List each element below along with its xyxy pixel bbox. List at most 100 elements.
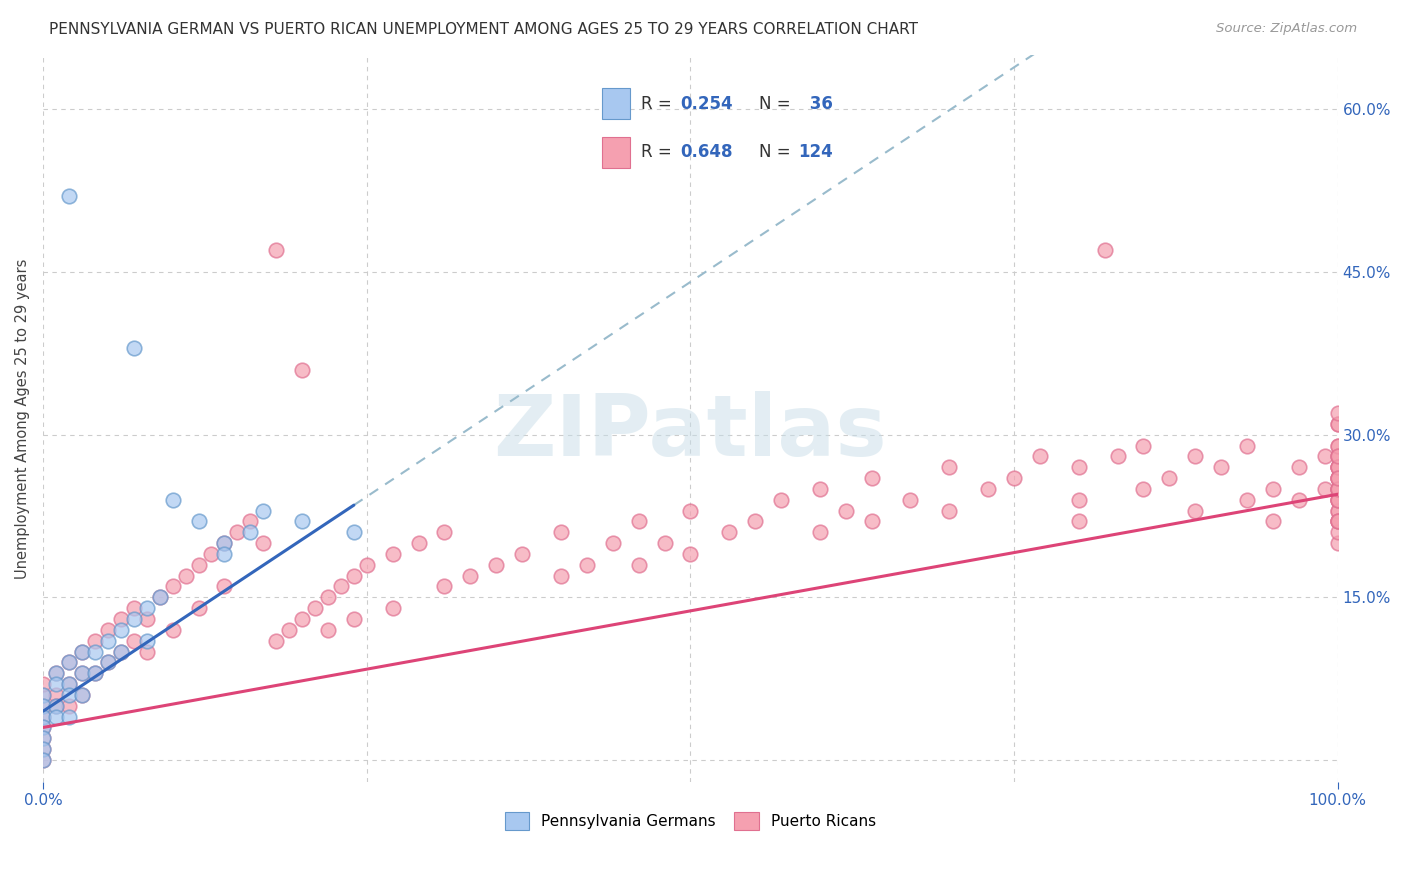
Point: [1326, 471, 1348, 485]
Point: [97, 623, 120, 637]
Point: [187, 515, 209, 529]
Point: [1326, 515, 1348, 529]
Point: [1211, 460, 1233, 475]
Point: [110, 644, 132, 658]
Point: [860, 471, 883, 485]
Point: [938, 460, 960, 475]
Point: [1029, 450, 1052, 464]
Point: [485, 558, 508, 572]
Point: [58, 709, 80, 723]
Point: [32, 698, 55, 713]
Point: [32, 721, 55, 735]
Point: [58, 656, 80, 670]
Point: [1326, 492, 1348, 507]
Point: [1326, 515, 1348, 529]
Point: [1326, 460, 1348, 475]
Point: [1132, 482, 1154, 496]
Point: [45, 698, 67, 713]
Text: Source: ZipAtlas.com: Source: ZipAtlas.com: [1216, 22, 1357, 36]
Point: [900, 492, 922, 507]
Point: [174, 568, 197, 582]
Point: [1326, 450, 1348, 464]
Point: [252, 503, 274, 517]
Bar: [602, 137, 630, 168]
Point: [58, 688, 80, 702]
Point: [84, 666, 107, 681]
Bar: [602, 88, 630, 119]
Point: [264, 244, 287, 258]
Point: [226, 525, 249, 540]
Point: [214, 536, 236, 550]
Point: [1326, 482, 1348, 496]
Point: [214, 547, 236, 561]
Point: [329, 579, 352, 593]
Point: [135, 644, 157, 658]
Point: [1326, 503, 1348, 517]
Point: [1159, 471, 1181, 485]
Point: [264, 633, 287, 648]
Point: [1326, 460, 1348, 475]
Point: [97, 656, 120, 670]
Text: R =: R =: [641, 143, 678, 161]
Point: [1326, 460, 1348, 475]
Point: [1107, 450, 1129, 464]
Point: [32, 742, 55, 756]
Point: [291, 362, 314, 376]
Point: [835, 503, 858, 517]
Point: [433, 525, 456, 540]
Point: [1288, 460, 1310, 475]
Point: [808, 525, 831, 540]
Point: [408, 536, 430, 550]
Point: [1326, 536, 1348, 550]
Point: [1313, 450, 1336, 464]
Point: [1326, 438, 1348, 452]
Point: [97, 633, 120, 648]
Point: [1067, 460, 1090, 475]
Point: [162, 492, 184, 507]
Point: [45, 666, 67, 681]
Point: [214, 579, 236, 593]
Point: [1326, 417, 1348, 431]
Point: [32, 731, 55, 746]
Point: [744, 515, 766, 529]
Point: [1326, 492, 1348, 507]
Point: [70, 666, 93, 681]
Point: [32, 721, 55, 735]
Point: [122, 633, 145, 648]
Point: [808, 482, 831, 496]
Point: [460, 568, 482, 582]
Point: [70, 666, 93, 681]
Point: [1326, 515, 1348, 529]
Point: [1326, 482, 1348, 496]
Point: [84, 666, 107, 681]
Point: [122, 601, 145, 615]
Point: [679, 503, 702, 517]
Point: [1184, 450, 1206, 464]
Point: [1326, 438, 1348, 452]
Point: [70, 688, 93, 702]
Point: [602, 536, 624, 550]
Point: [1326, 515, 1348, 529]
Point: [627, 558, 650, 572]
Point: [58, 698, 80, 713]
Point: [1326, 503, 1348, 517]
Point: [70, 644, 93, 658]
Point: [291, 515, 314, 529]
Point: [627, 515, 650, 529]
Point: [550, 525, 572, 540]
Point: [1326, 482, 1348, 496]
Text: N =: N =: [759, 143, 796, 161]
Point: [1261, 515, 1284, 529]
Point: [654, 536, 676, 550]
Point: [343, 525, 366, 540]
Point: [1326, 492, 1348, 507]
Point: [1236, 438, 1258, 452]
Point: [162, 579, 184, 593]
Point: [1067, 492, 1090, 507]
Point: [58, 677, 80, 691]
Point: [187, 558, 209, 572]
Point: [32, 742, 55, 756]
Text: R =: R =: [641, 95, 678, 112]
Point: [718, 525, 741, 540]
Point: [239, 515, 262, 529]
